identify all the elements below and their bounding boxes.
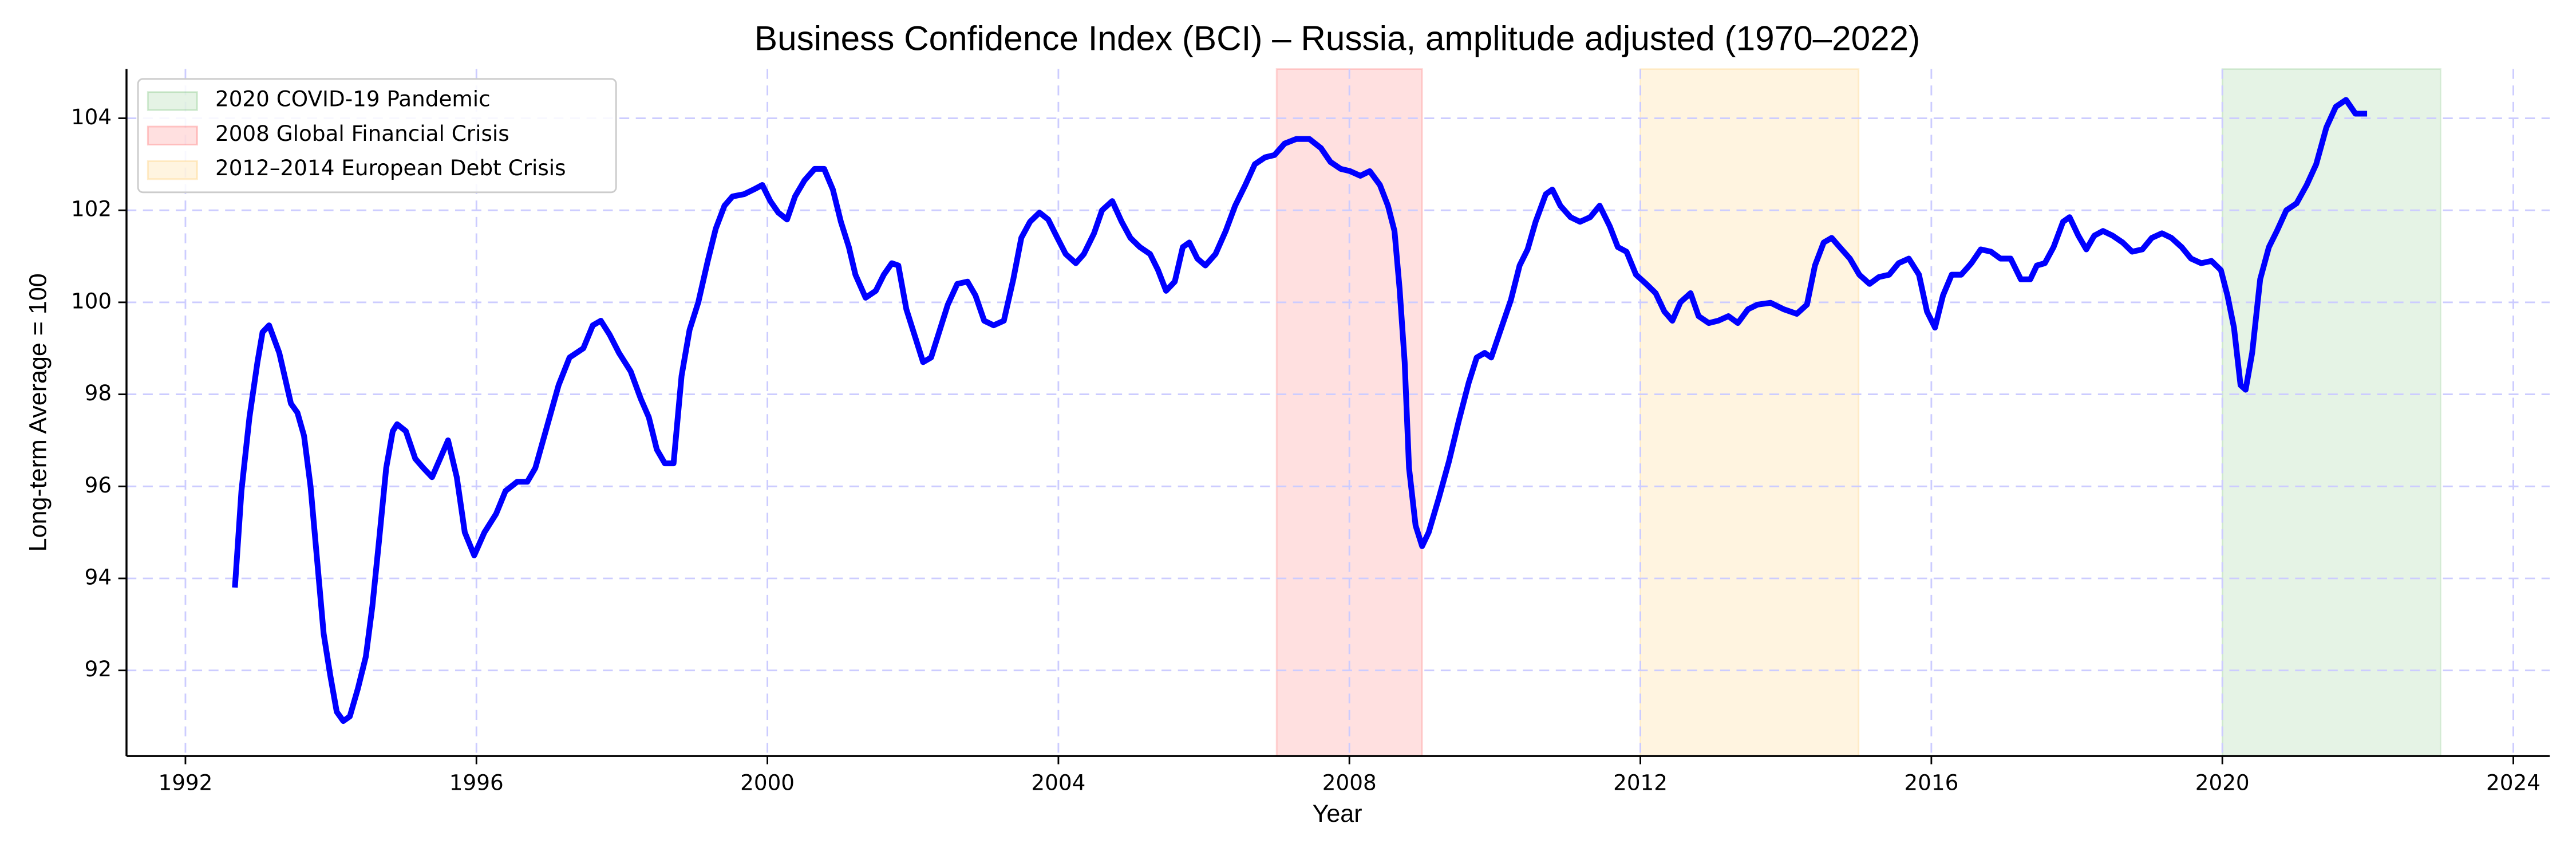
legend-label: 2008 Global Financial Crisis [215, 121, 509, 146]
y-tick-label: 104 [71, 104, 112, 129]
legend-swatch [147, 91, 198, 111]
x-tick-label: 2020 [2195, 770, 2250, 795]
y-axis-label: Long-term Average = 100 [24, 273, 52, 551]
x-tick-label: 2016 [1904, 770, 1958, 795]
y-tick-label: 102 [71, 196, 112, 222]
y-tick-label: 94 [85, 564, 112, 589]
x-tick-label: 1992 [158, 770, 212, 795]
legend-swatch [147, 125, 198, 145]
data-line [232, 97, 2368, 724]
x-tick-label: 2004 [1031, 770, 1085, 795]
x-tick-label: 2000 [740, 770, 795, 795]
x-tick-label: 1996 [449, 770, 504, 795]
legend-label: 2012–2014 European Debt Crisis [215, 155, 566, 180]
legend-swatch [147, 160, 198, 180]
y-tick-label: 100 [71, 288, 112, 313]
chart-title: Business Confidence Index (BCI) – Russia… [754, 19, 1920, 58]
y-tick-label: 96 [85, 472, 112, 498]
x-axis-label: Year [1313, 800, 1362, 828]
x-tick-label: 2012 [1613, 770, 1668, 795]
y-tick-label: 92 [85, 656, 112, 681]
shaded-span [1639, 68, 1860, 757]
shaded-span [2221, 68, 2441, 757]
x-tick-label: 2008 [1322, 770, 1377, 795]
y-tick-label: 98 [85, 380, 112, 405]
legend-box [137, 78, 617, 194]
x-tick-label: 2024 [2486, 770, 2541, 795]
legend: 2020 COVID-19 Pandemic 2008 Global Financ… [137, 78, 617, 194]
shaded-span [1275, 68, 1423, 757]
legend-label: 2020 COVID-19 Pandemic [215, 86, 491, 112]
